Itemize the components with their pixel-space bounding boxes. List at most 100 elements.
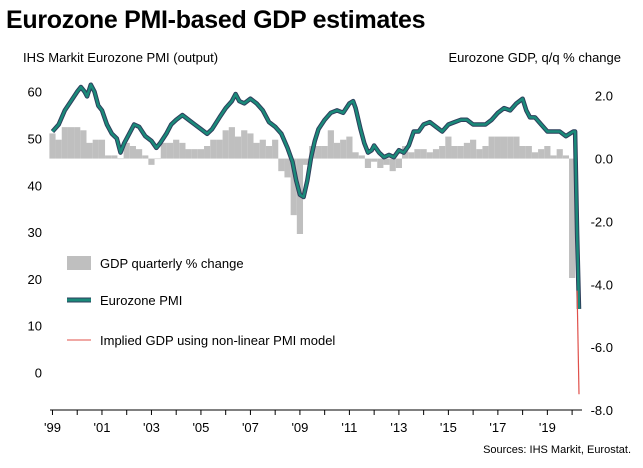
gdp-bar xyxy=(389,158,396,172)
gdp-bar xyxy=(500,136,508,159)
gdp-bar xyxy=(426,152,433,159)
gdp-bar xyxy=(228,127,235,159)
gdp-bar xyxy=(166,142,174,159)
gdp-bar xyxy=(241,130,248,159)
gdp-bar xyxy=(371,158,378,162)
gdp-bar xyxy=(111,155,118,159)
legend: GDP quarterly % change Eurozone PMI Impl… xyxy=(67,256,335,348)
gdp-bar xyxy=(67,127,75,159)
gdp-bar xyxy=(129,146,136,159)
gdp-bar xyxy=(445,136,452,159)
gdp-bar xyxy=(154,158,161,160)
x-tick-label: '15 xyxy=(440,420,457,435)
gdp-bar xyxy=(173,139,180,159)
gdp-bar xyxy=(494,136,501,159)
gdp-bar xyxy=(179,142,186,159)
gdp-bar xyxy=(488,136,495,159)
gdp-bar xyxy=(105,155,112,159)
gdp-bar xyxy=(408,152,415,159)
gdp-bar xyxy=(519,146,526,159)
gdp-bar xyxy=(278,158,285,172)
pmi-line xyxy=(51,83,581,309)
gdp-bar xyxy=(123,142,130,159)
right-tick-label: 2.0 xyxy=(595,89,613,104)
gdp-bar xyxy=(160,142,167,159)
gdp-bar xyxy=(327,130,334,159)
gdp-bar xyxy=(92,139,99,159)
legend-label-implied: Implied GDP using non-linear PMI model xyxy=(100,333,335,348)
gdp-bar xyxy=(117,158,124,160)
gdp-bar xyxy=(346,136,353,159)
gdp-bar xyxy=(284,158,291,178)
gdp-bar xyxy=(420,149,427,159)
gdp-bar xyxy=(272,139,279,159)
gdp-bar xyxy=(210,139,217,159)
source-note: Sources: IHS Markit, Eurostat. xyxy=(483,444,631,456)
gdp-bar xyxy=(253,142,260,159)
right-axis-label: Eurozone GDP, q/q % change xyxy=(448,50,622,65)
left-tick-label: 20 xyxy=(28,272,42,287)
gdp-bar xyxy=(482,146,489,159)
gdp-bar xyxy=(569,158,576,278)
gdp-bar xyxy=(74,127,81,159)
right-tick-label: -2.0 xyxy=(591,214,613,229)
gdp-bar xyxy=(315,146,322,159)
gdp-bar xyxy=(204,146,211,159)
gdp-bar xyxy=(222,130,229,159)
gdp-bar xyxy=(259,139,266,159)
gdp-bar xyxy=(451,146,458,159)
pmi-line-outline xyxy=(50,82,582,309)
gdp-bar xyxy=(352,152,359,159)
gdp-bar xyxy=(470,139,477,159)
legend-swatch-gdp xyxy=(67,256,91,270)
x-tick-label: '03 xyxy=(143,420,160,435)
gdp-bar xyxy=(49,133,56,159)
gdp-bar xyxy=(197,149,205,159)
series-lines xyxy=(50,82,582,395)
gdp-bar xyxy=(61,127,68,159)
gdp-bar xyxy=(432,149,440,159)
gdp-bar xyxy=(544,146,551,159)
right-tick-label: -4.0 xyxy=(591,277,613,292)
gdp-bar xyxy=(383,158,390,165)
gdp-bar xyxy=(562,155,570,159)
gdp-bar xyxy=(340,139,347,159)
gdp-bar xyxy=(463,142,471,159)
x-tick-label: '19 xyxy=(539,420,556,435)
gdp-bar xyxy=(507,136,514,159)
gdp-bar xyxy=(135,149,143,159)
gdp-bar xyxy=(185,149,192,159)
gdp-bar xyxy=(321,146,328,159)
left-tick-label: 60 xyxy=(28,85,42,100)
chart-title: Eurozone PMI-based GDP estimates xyxy=(6,6,426,34)
gdp-bar xyxy=(148,158,155,165)
gdp-bar xyxy=(98,139,106,159)
gdp-bar xyxy=(457,146,464,159)
left-tick-label: 30 xyxy=(28,225,42,240)
gdp-bar xyxy=(395,158,402,168)
gdp-bar xyxy=(538,149,545,159)
gdp-bar xyxy=(513,136,520,159)
gdp-bar xyxy=(55,139,62,159)
gdp-bar xyxy=(247,133,254,159)
left-tick-label: 40 xyxy=(28,178,42,193)
gdp-bar xyxy=(216,139,223,159)
gdp-bar xyxy=(333,142,341,159)
right-tick-label: -6.0 xyxy=(591,340,613,355)
gdp-bar xyxy=(531,152,539,159)
left-tick-label: 50 xyxy=(28,132,42,147)
x-tick-label: '01 xyxy=(93,420,110,435)
left-axis-label: IHS Markit Eurozone PMI (output) xyxy=(23,50,219,65)
left-tick-label: 0 xyxy=(35,366,42,381)
gdp-bar xyxy=(80,130,87,159)
x-tick-label: '17 xyxy=(489,420,506,435)
implied-gdp-line xyxy=(576,290,580,395)
legend-label-pmi: Eurozone PMI xyxy=(100,293,182,308)
x-tick-label: '99 xyxy=(44,420,61,435)
gdp-bar xyxy=(476,149,483,159)
gdp-bar xyxy=(556,149,563,159)
right-tick-label: -8.0 xyxy=(591,403,613,418)
gdp-bar xyxy=(265,146,273,159)
right-tick-label: 0.0 xyxy=(595,152,613,167)
